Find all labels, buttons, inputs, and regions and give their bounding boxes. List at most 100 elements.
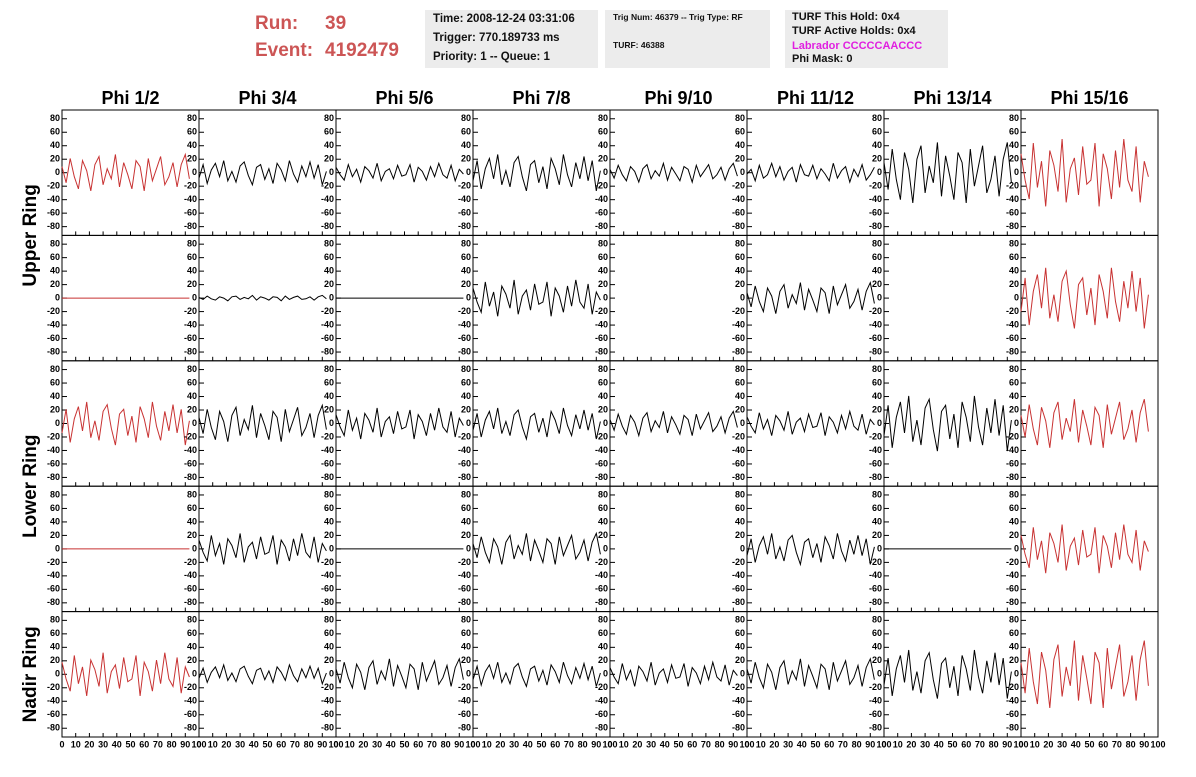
x-tick-label: 100 <box>739 739 754 749</box>
y-tick-label: -80 <box>47 597 60 607</box>
run-number: 39 <box>325 13 346 34</box>
x-tick-label: 30 <box>509 739 519 749</box>
y-tick-label: -20 <box>458 306 471 316</box>
y-tick-label: -40 <box>732 445 745 455</box>
y-tick-label: 0 <box>329 167 334 177</box>
panel-frame <box>335 611 474 738</box>
x-tick-label: 30 <box>235 739 245 749</box>
y-tick-label: -80 <box>869 221 882 231</box>
panel-frame <box>1020 360 1159 487</box>
y-tick-label: -20 <box>321 306 334 316</box>
y-tick-label: -40 <box>47 194 60 204</box>
y-tick-label: 60 <box>872 252 882 262</box>
y-tick-label: 0 <box>329 669 334 679</box>
waveform <box>746 657 875 690</box>
x-tick-label: 40 <box>934 739 944 749</box>
y-tick-label: -60 <box>1006 709 1019 719</box>
y-tick-label: 80 <box>735 239 745 249</box>
x-tick-label: 40 <box>797 739 807 749</box>
y-tick-label: -80 <box>595 221 608 231</box>
y-tick-label: 60 <box>1009 127 1019 137</box>
x-tick-label: 60 <box>687 739 697 749</box>
y-tick-label: 60 <box>461 628 471 638</box>
x-tick-label: 100 <box>1013 739 1028 749</box>
y-tick-label: 80 <box>1009 489 1019 499</box>
y-tick-label: 0 <box>192 543 197 553</box>
y-tick-label: -20 <box>732 431 745 441</box>
x-tick-label: 70 <box>975 739 985 749</box>
y-tick-label: -80 <box>458 221 471 231</box>
y-tick-label: -40 <box>458 319 471 329</box>
y-tick-label: 80 <box>50 489 60 499</box>
x-tick-label: 0 <box>470 739 475 749</box>
y-tick-label: 60 <box>598 503 608 513</box>
y-tick-label: -60 <box>595 208 608 218</box>
y-tick-label: -40 <box>184 570 197 580</box>
y-tick-label: -40 <box>321 696 334 706</box>
x-tick-label: 40 <box>386 739 396 749</box>
y-tick-label: 20 <box>872 530 882 540</box>
y-tick-label: 20 <box>324 279 334 289</box>
y-tick-label: 80 <box>324 364 334 374</box>
y-tick-label: 40 <box>187 642 197 652</box>
y-tick-label: -80 <box>732 723 745 733</box>
y-tick-label: -40 <box>869 445 882 455</box>
panel-frame <box>335 360 474 487</box>
y-tick-label: -80 <box>732 597 745 607</box>
x-tick-label: 50 <box>810 739 820 749</box>
y-tick-label: 0 <box>603 292 608 302</box>
x-tick-label: 0 <box>196 739 201 749</box>
y-tick-label: 60 <box>735 127 745 137</box>
y-tick-label: 20 <box>461 154 471 164</box>
x-tick-label: 50 <box>947 739 957 749</box>
y-tick-label: 80 <box>598 615 608 625</box>
y-tick-label: -80 <box>1006 597 1019 607</box>
waveform <box>1020 524 1149 574</box>
y-tick-label: 0 <box>466 292 471 302</box>
y-tick-label: 0 <box>740 669 745 679</box>
y-tick-label: -40 <box>458 570 471 580</box>
x-tick-label: 70 <box>427 739 437 749</box>
y-tick-label: 20 <box>461 404 471 414</box>
y-tick-label: -80 <box>321 597 334 607</box>
y-tick-label: 60 <box>872 377 882 387</box>
y-tick-label: 0 <box>740 167 745 177</box>
panel-frame <box>198 234 337 362</box>
y-tick-label: 80 <box>461 239 471 249</box>
x-tick-label: 10 <box>893 739 903 749</box>
y-tick-label: 20 <box>50 530 60 540</box>
y-tick-label: -20 <box>47 306 60 316</box>
y-tick-label: 80 <box>872 489 882 499</box>
y-tick-label: 20 <box>598 530 608 540</box>
column-title: Phi 3/4 <box>238 88 296 108</box>
info-text: Trigger: 770.189733 ms <box>433 32 560 44</box>
y-tick-label: -80 <box>458 597 471 607</box>
y-tick-label: -40 <box>595 319 608 329</box>
y-tick-label: -20 <box>321 181 334 191</box>
y-tick-label: 40 <box>50 266 60 276</box>
x-tick-label: 30 <box>920 739 930 749</box>
y-tick-label: -40 <box>47 696 60 706</box>
waveform <box>746 533 875 567</box>
x-tick-label: 10 <box>345 739 355 749</box>
x-tick-label: 90 <box>591 739 601 749</box>
y-tick-label: -20 <box>869 181 882 191</box>
y-tick-label: 20 <box>324 154 334 164</box>
y-tick-label: 20 <box>50 404 60 414</box>
x-tick-label: 50 <box>1084 739 1094 749</box>
y-tick-label: 20 <box>50 154 60 164</box>
y-tick-label: 40 <box>598 266 608 276</box>
y-tick-label: 20 <box>1009 655 1019 665</box>
y-tick-label: 20 <box>1009 404 1019 414</box>
x-tick-label: 80 <box>578 739 588 749</box>
info-box <box>785 10 948 68</box>
y-tick-label: 40 <box>187 140 197 150</box>
waveform <box>61 652 190 696</box>
y-tick-label: -60 <box>869 458 882 468</box>
y-tick-label: 80 <box>50 239 60 249</box>
y-tick-label: -40 <box>732 194 745 204</box>
y-tick-label: -20 <box>595 306 608 316</box>
y-tick-label: 0 <box>877 543 882 553</box>
y-tick-label: 60 <box>735 377 745 387</box>
x-tick-label: 80 <box>441 739 451 749</box>
